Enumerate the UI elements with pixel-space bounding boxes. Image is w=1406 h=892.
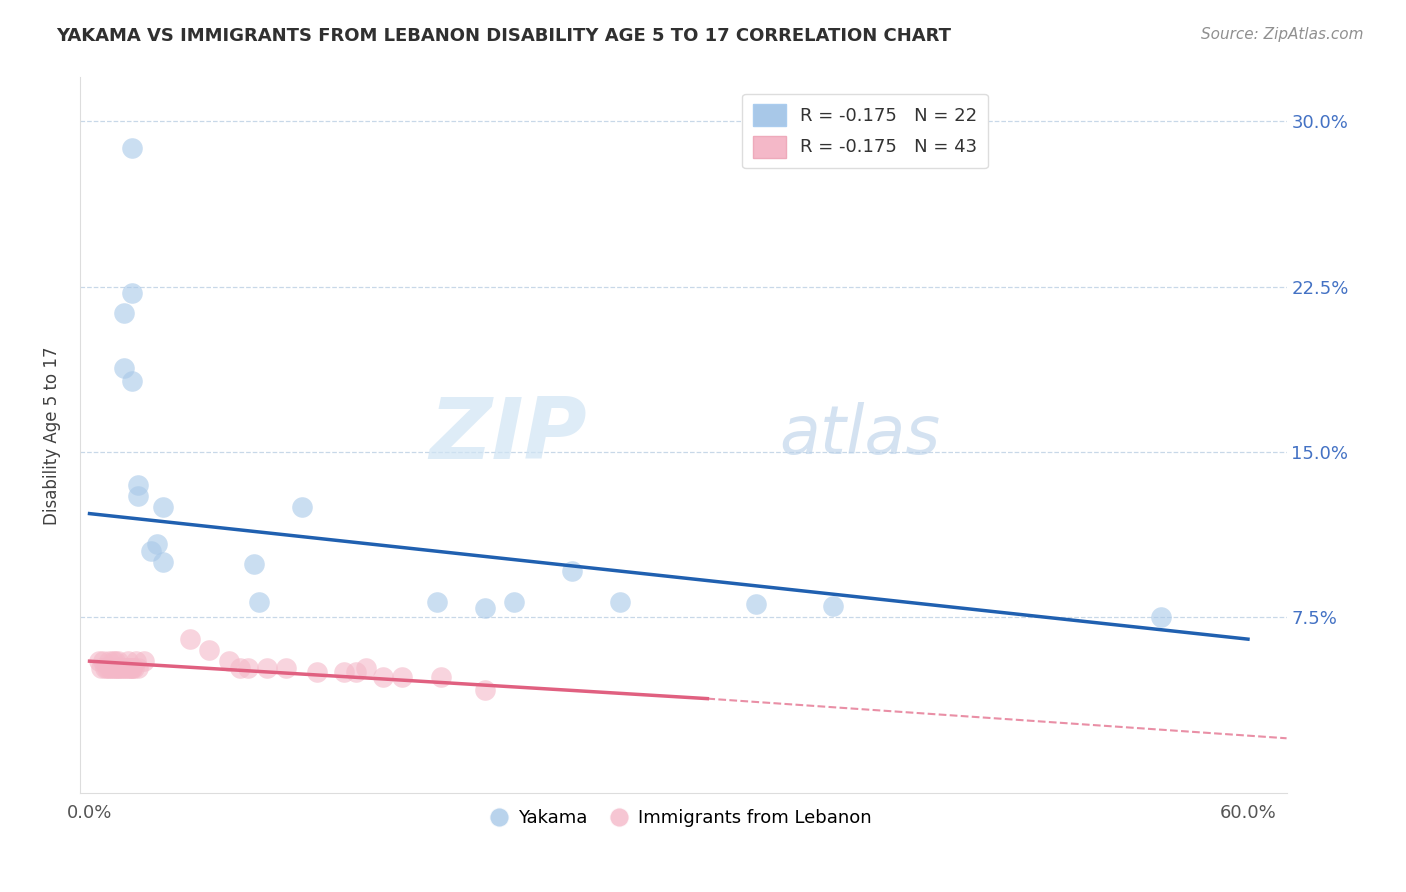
Y-axis label: Disability Age 5 to 17: Disability Age 5 to 17	[44, 346, 60, 524]
Point	[218, 654, 240, 668]
Point	[94, 661, 117, 675]
Point	[561, 564, 583, 578]
Point	[117, 661, 139, 675]
Point	[121, 661, 143, 675]
Point	[107, 661, 129, 675]
Point	[609, 595, 631, 609]
Point	[821, 599, 844, 613]
Point	[111, 661, 134, 675]
Point	[112, 661, 135, 675]
Point	[391, 670, 413, 684]
Point	[121, 141, 143, 155]
Point	[474, 601, 496, 615]
Point	[198, 643, 221, 657]
Point	[121, 661, 143, 675]
Point	[89, 654, 111, 668]
Point	[354, 661, 377, 675]
Point	[115, 661, 138, 675]
Legend: Yakama, Immigrants from Lebanon: Yakama, Immigrants from Lebanon	[488, 802, 879, 834]
Point	[430, 670, 453, 684]
Point	[125, 654, 148, 668]
Point	[1150, 610, 1173, 624]
Point	[474, 682, 496, 697]
Point	[122, 661, 145, 675]
Point	[307, 665, 329, 680]
Point	[104, 661, 127, 675]
Point	[90, 661, 112, 675]
Point	[117, 654, 139, 668]
Point	[333, 665, 356, 680]
Point	[101, 661, 124, 675]
Point	[256, 661, 278, 675]
Point	[132, 654, 155, 668]
Text: atlas: atlas	[780, 402, 941, 468]
Point	[249, 595, 271, 609]
Text: YAKAMA VS IMMIGRANTS FROM LEBANON DISABILITY AGE 5 TO 17 CORRELATION CHART: YAKAMA VS IMMIGRANTS FROM LEBANON DISABI…	[56, 27, 952, 45]
Text: Source: ZipAtlas.com: Source: ZipAtlas.com	[1201, 27, 1364, 42]
Point	[152, 500, 174, 514]
Point	[121, 375, 143, 389]
Point	[242, 558, 264, 572]
Point	[120, 661, 142, 675]
Point	[112, 361, 135, 376]
Point	[97, 654, 120, 668]
Point	[152, 555, 174, 569]
Point	[141, 544, 163, 558]
Point	[127, 661, 149, 675]
Point	[127, 489, 149, 503]
Point	[121, 286, 143, 301]
Point	[91, 654, 114, 668]
Point	[229, 661, 252, 675]
Point	[110, 661, 132, 675]
Point	[104, 654, 127, 668]
Point	[112, 306, 135, 320]
Point	[371, 670, 394, 684]
Point	[344, 665, 367, 680]
Point	[179, 632, 201, 647]
Point	[291, 500, 314, 514]
Point	[503, 595, 526, 609]
Point	[127, 478, 149, 492]
Point	[101, 654, 124, 668]
Point	[107, 654, 129, 668]
Point	[744, 597, 766, 611]
Point	[276, 661, 298, 675]
Point	[105, 661, 128, 675]
Point	[146, 537, 169, 551]
Text: ZIP: ZIP	[429, 394, 586, 477]
Point	[426, 595, 449, 609]
Point	[96, 661, 118, 675]
Point	[97, 661, 120, 675]
Point	[236, 661, 259, 675]
Point	[100, 661, 122, 675]
